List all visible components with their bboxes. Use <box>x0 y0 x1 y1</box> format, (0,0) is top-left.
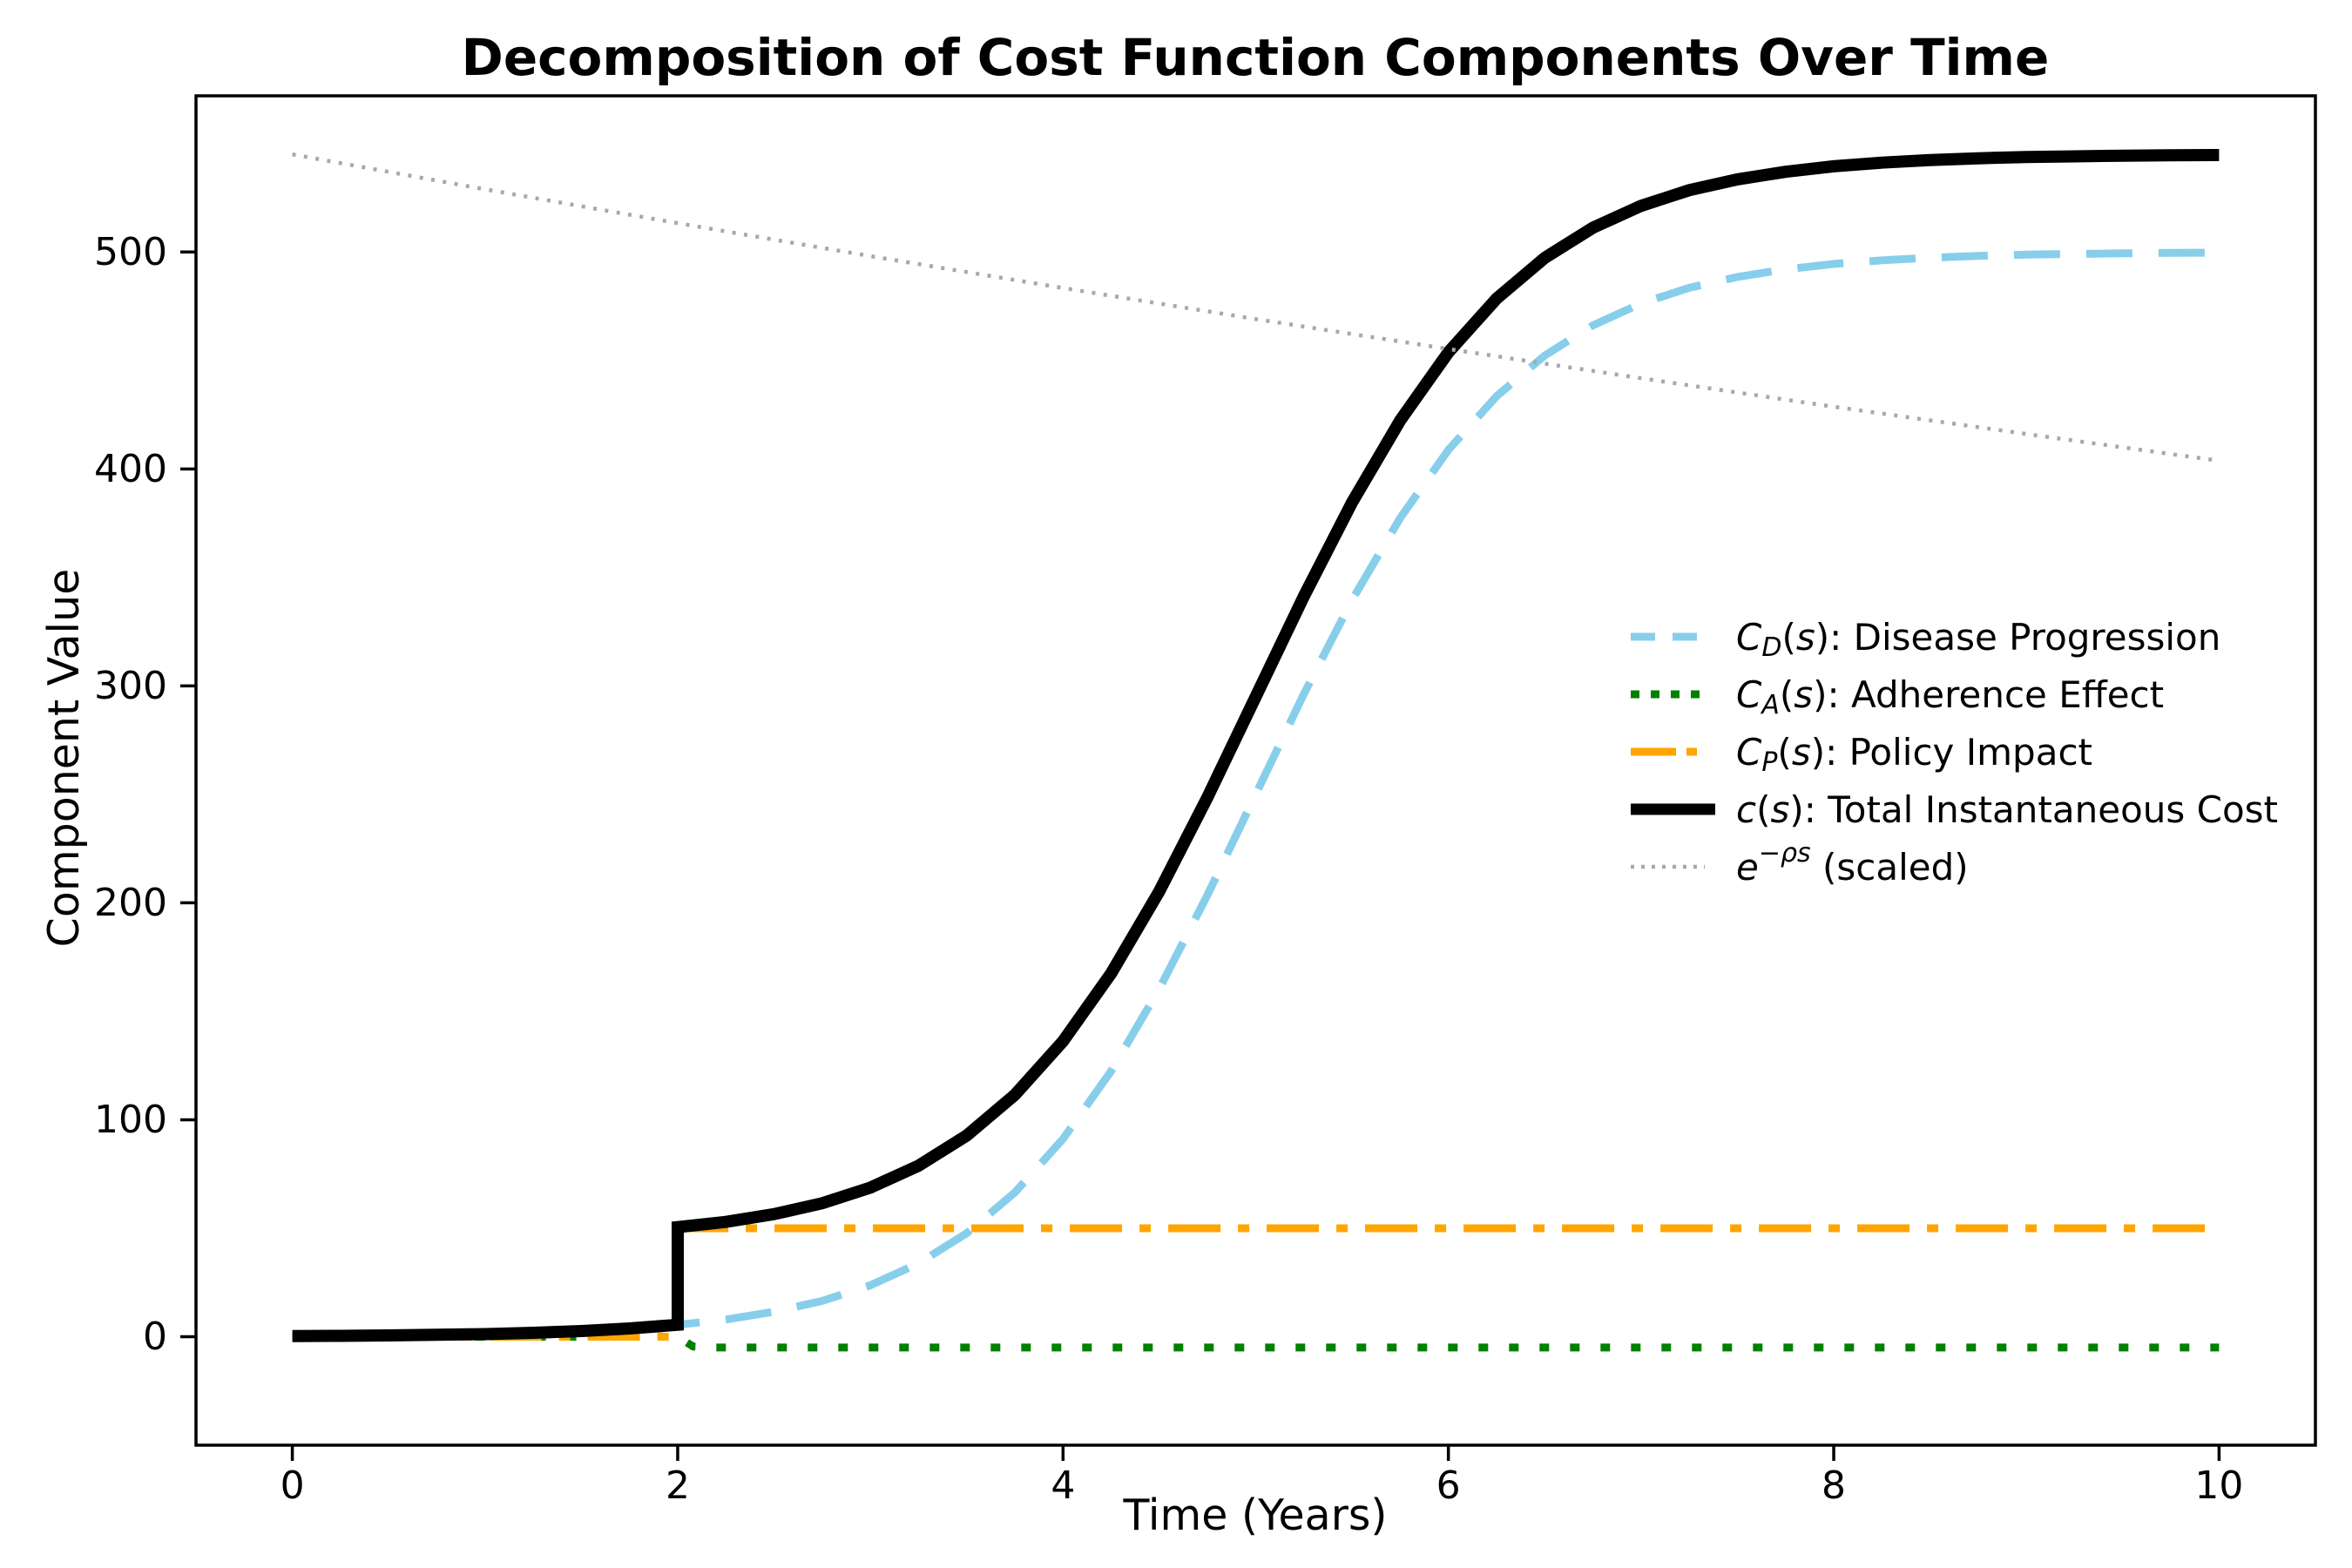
legend-item-policy-impact: CP(s): Policy Impact <box>1631 731 2092 778</box>
legend-label-segment: ( <box>1781 616 1795 659</box>
plot-area-border <box>194 94 2317 1447</box>
legend-label-segment: C <box>1736 616 1762 659</box>
legend-label-segment: ( <box>1780 673 1794 716</box>
legend-label-segment: −ρs <box>1759 838 1811 868</box>
legend-item-discount-factor: e−ρs (scaled) <box>1631 838 1969 889</box>
y-tick-label: 200 <box>94 881 167 925</box>
legend-label-segment: ( <box>1777 731 1791 774</box>
legend-label-disease-progression: CD(s): Disease Progression <box>1736 616 2220 663</box>
x-tick-label: 0 <box>280 1463 305 1508</box>
legend-label-segment: s <box>1770 788 1789 831</box>
x-tick-label: 4 <box>1051 1463 1075 1508</box>
legend-label-segment: ): Total Instantaneous Cost <box>1789 788 2278 831</box>
legend-label-segment: c <box>1736 788 1756 831</box>
legend-label-segment: ( <box>1756 788 1770 831</box>
x-tick-label: 10 <box>2194 1463 2243 1508</box>
legend-label-segment: C <box>1736 731 1762 774</box>
y-tick-label: 400 <box>94 447 167 491</box>
legend-item-disease-progression: CD(s): Disease Progression <box>1631 616 2220 663</box>
legend-label-segment: A <box>1760 690 1780 720</box>
y-tick-label: 300 <box>94 664 167 708</box>
legend-label-segment: s <box>1794 673 1813 716</box>
x-tick-label: 8 <box>1821 1463 1846 1508</box>
legend-label-segment: ): Policy Impact <box>1811 731 2092 774</box>
legend-label-policy-impact: CP(s): Policy Impact <box>1736 731 2092 778</box>
total-cost-line <box>292 149 2220 1342</box>
legend-label-total-cost: c(s): Total Instantaneous Cost <box>1736 788 2278 831</box>
discount-factor-line <box>292 152 2220 463</box>
legend-item-adherence-effect: CA(s): Adherence Effect <box>1631 673 2164 720</box>
legend-label-segment: ): Disease Progression <box>1815 616 2221 659</box>
legend-label-segment: D <box>1761 632 1781 663</box>
legend-label-segment: P <box>1761 747 1778 778</box>
legend-label-segment: s <box>1796 616 1815 659</box>
x-tick-label: 2 <box>666 1463 690 1508</box>
chart-title: Decomposition of Cost Function Component… <box>462 28 2050 87</box>
x-tick-label: 6 <box>1436 1463 1461 1508</box>
legend-label-segment: ): Adherence Effect <box>1813 673 2164 716</box>
y-tick-label: 500 <box>94 230 167 274</box>
legend-label-segment: e <box>1736 846 1759 889</box>
legend-label-adherence-effect: CA(s): Adherence Effect <box>1736 673 2164 720</box>
y-axis-label: Component Value <box>39 569 89 948</box>
adherence-effect-line <box>292 1333 2220 1352</box>
y-tick-label: 100 <box>94 1098 167 1142</box>
legend-label-segment: (scaled) <box>1811 846 1969 889</box>
legend-label-discount-factor: e−ρs (scaled) <box>1736 838 1969 889</box>
x-axis-label: Time (Years) <box>1123 1490 1388 1540</box>
legend-item-total-cost: c(s): Total Instantaneous Cost <box>1631 788 2278 831</box>
legend-label-segment: s <box>1792 731 1811 774</box>
legend-label-segment: C <box>1736 673 1762 716</box>
y-tick-label: 0 <box>143 1315 167 1359</box>
